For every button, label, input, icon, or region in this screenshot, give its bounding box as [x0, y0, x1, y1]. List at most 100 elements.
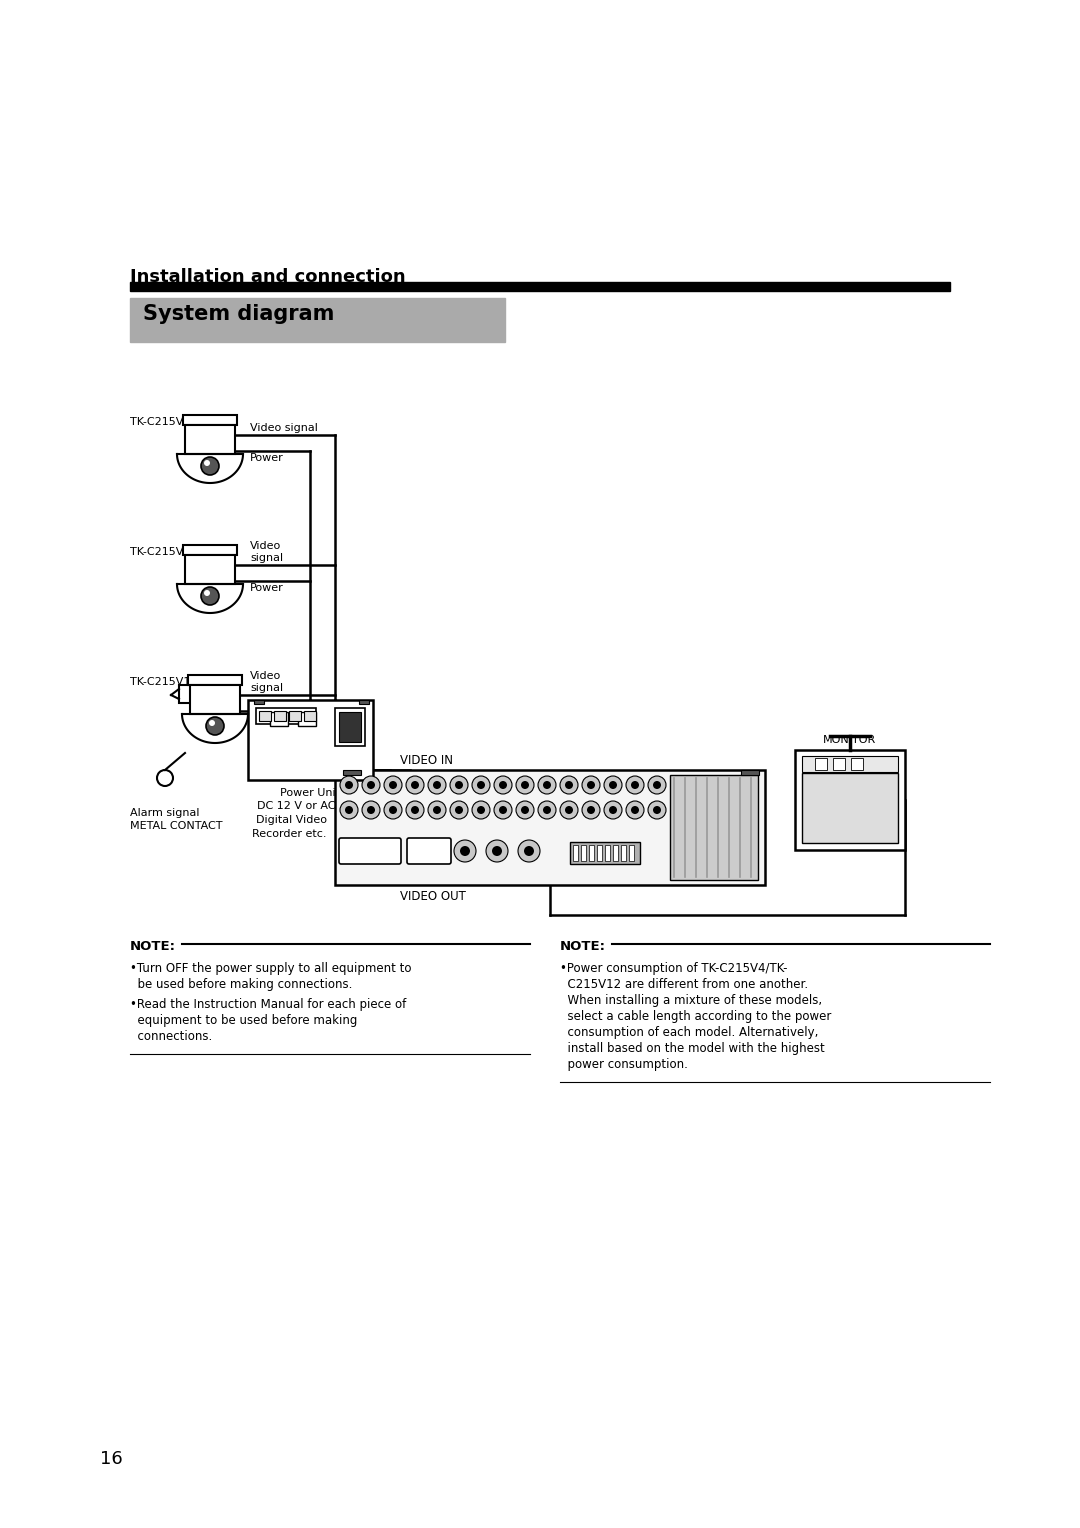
- Text: consumption of each model. Alternatively,: consumption of each model. Alternatively…: [561, 1025, 819, 1039]
- Circle shape: [433, 781, 441, 788]
- Bar: [570, 842, 640, 863]
- Bar: [741, 770, 759, 775]
- Text: TK-C215V4: TK-C215V4: [130, 417, 190, 426]
- Circle shape: [561, 801, 578, 819]
- Bar: [130, 283, 950, 290]
- Circle shape: [518, 840, 540, 862]
- Bar: [289, 711, 301, 721]
- Text: TK-C215V12: TK-C215V12: [130, 677, 198, 688]
- Circle shape: [450, 801, 468, 819]
- Circle shape: [582, 776, 600, 795]
- Circle shape: [543, 781, 551, 788]
- Circle shape: [648, 801, 666, 819]
- Text: be used before making connections.: be used before making connections.: [130, 978, 352, 992]
- Circle shape: [499, 781, 507, 788]
- Bar: [179, 685, 191, 703]
- Circle shape: [206, 717, 224, 735]
- Text: Alarm signal
METAL CONTACT: Alarm signal METAL CONTACT: [130, 808, 222, 831]
- Polygon shape: [183, 714, 248, 743]
- Circle shape: [340, 801, 357, 819]
- Circle shape: [604, 801, 622, 819]
- Circle shape: [499, 805, 507, 814]
- Circle shape: [521, 805, 529, 814]
- Text: •Power consumption of TK-C215V4/TK-: •Power consumption of TK-C215V4/TK-: [561, 963, 787, 975]
- Circle shape: [477, 781, 485, 788]
- Text: Video
signal: Video signal: [249, 671, 283, 694]
- Circle shape: [494, 776, 512, 795]
- Bar: [629, 845, 634, 860]
- Circle shape: [538, 776, 556, 795]
- Circle shape: [486, 840, 508, 862]
- Circle shape: [204, 590, 210, 596]
- Bar: [335, 770, 765, 885]
- Circle shape: [406, 776, 424, 795]
- Circle shape: [543, 805, 551, 814]
- Bar: [343, 770, 361, 775]
- Text: C215V12 are different from one another.: C215V12 are different from one another.: [561, 978, 808, 992]
- Bar: [183, 545, 237, 555]
- Circle shape: [609, 781, 617, 788]
- Bar: [183, 416, 237, 425]
- Text: VIDEO IN: VIDEO IN: [400, 753, 453, 767]
- Bar: [613, 845, 618, 860]
- Circle shape: [450, 776, 468, 795]
- Bar: [670, 775, 758, 880]
- Text: Power Unit
DC 12 V or AC 24 V: Power Unit DC 12 V or AC 24 V: [257, 788, 364, 811]
- Text: install based on the model with the highest: install based on the model with the high…: [561, 1042, 825, 1054]
- Bar: [815, 758, 827, 770]
- Circle shape: [345, 781, 353, 788]
- Bar: [185, 555, 235, 584]
- Circle shape: [460, 847, 470, 856]
- FancyBboxPatch shape: [339, 837, 401, 863]
- Circle shape: [648, 776, 666, 795]
- Text: 16: 16: [100, 1450, 123, 1468]
- Circle shape: [389, 805, 397, 814]
- Circle shape: [516, 776, 534, 795]
- Circle shape: [494, 801, 512, 819]
- Circle shape: [201, 587, 219, 605]
- Bar: [802, 773, 897, 843]
- Circle shape: [626, 776, 644, 795]
- Bar: [256, 707, 316, 724]
- Circle shape: [565, 805, 573, 814]
- Circle shape: [362, 776, 380, 795]
- Bar: [185, 425, 235, 454]
- Circle shape: [428, 776, 446, 795]
- Polygon shape: [177, 584, 243, 613]
- Text: Power: Power: [249, 714, 284, 723]
- Circle shape: [521, 781, 529, 788]
- Bar: [248, 700, 373, 779]
- Text: NOTE:: NOTE:: [130, 940, 176, 953]
- Bar: [359, 700, 369, 704]
- Circle shape: [455, 781, 463, 788]
- Circle shape: [477, 805, 485, 814]
- Circle shape: [561, 776, 578, 795]
- Text: VIDEO OUT: VIDEO OUT: [400, 889, 465, 903]
- Circle shape: [653, 781, 661, 788]
- Circle shape: [389, 781, 397, 788]
- Bar: [298, 712, 316, 726]
- Text: NOTE:: NOTE:: [561, 940, 606, 953]
- Text: Video
signal: Video signal: [249, 541, 283, 562]
- Bar: [130, 298, 505, 342]
- Circle shape: [604, 776, 622, 795]
- Bar: [589, 845, 594, 860]
- Circle shape: [455, 805, 463, 814]
- Circle shape: [524, 847, 534, 856]
- Circle shape: [411, 805, 419, 814]
- Bar: [190, 685, 240, 714]
- Circle shape: [201, 457, 219, 475]
- Text: •Read the Instruction Manual for each piece of: •Read the Instruction Manual for each pi…: [130, 998, 406, 1012]
- Text: Power: Power: [249, 452, 284, 463]
- Circle shape: [538, 801, 556, 819]
- Text: Video signal: Video signal: [249, 423, 318, 432]
- Bar: [621, 845, 626, 860]
- Circle shape: [582, 801, 600, 819]
- Text: select a cable length according to the power: select a cable length according to the p…: [561, 1010, 832, 1024]
- Bar: [851, 758, 863, 770]
- Bar: [339, 712, 361, 743]
- Bar: [274, 711, 286, 721]
- Circle shape: [626, 801, 644, 819]
- FancyBboxPatch shape: [407, 837, 451, 863]
- Circle shape: [653, 805, 661, 814]
